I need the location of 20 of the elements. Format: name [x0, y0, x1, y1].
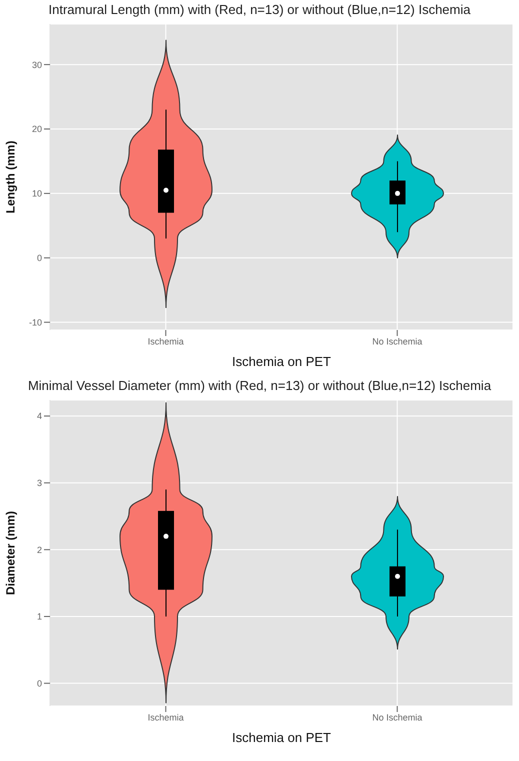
y-tick-label: -10	[28, 317, 42, 328]
y-tick-label: 4	[36, 411, 42, 422]
y-tick-label: 2	[36, 544, 42, 555]
y-tick-label: 30	[32, 60, 42, 70]
chart-title: Intramural Length (mm) with (Red, n=13) or without (Blue,n=12) Ischemia	[48, 1, 472, 19]
x-tick-label: Ischemia	[148, 336, 184, 346]
x-axis-title: Ischemia on PET	[232, 730, 332, 745]
x-tick-label: Ischemia	[148, 712, 184, 722]
x-tick-label: No Ischemia	[372, 336, 422, 346]
y-tick-label: 0	[36, 253, 42, 264]
y-tick-label: 0	[36, 678, 42, 688]
y-tick-label: 3	[36, 478, 42, 488]
y-axis-title: Length (mm)	[3, 140, 18, 214]
x-tick-label: No Ischemia	[372, 712, 422, 722]
y-axis-title: Diameter (mm)	[3, 510, 18, 596]
chart-title: Minimal Vessel Diameter (mm) with (Red, n=13) or without (Blue,n=12) Ischemia	[26, 377, 492, 395]
y-tick-label: 10	[32, 188, 42, 199]
y-tick-label: 1	[36, 612, 42, 622]
y-tick-label: 20	[32, 124, 42, 134]
x-axis-title: Ischemia on PET	[232, 354, 332, 369]
